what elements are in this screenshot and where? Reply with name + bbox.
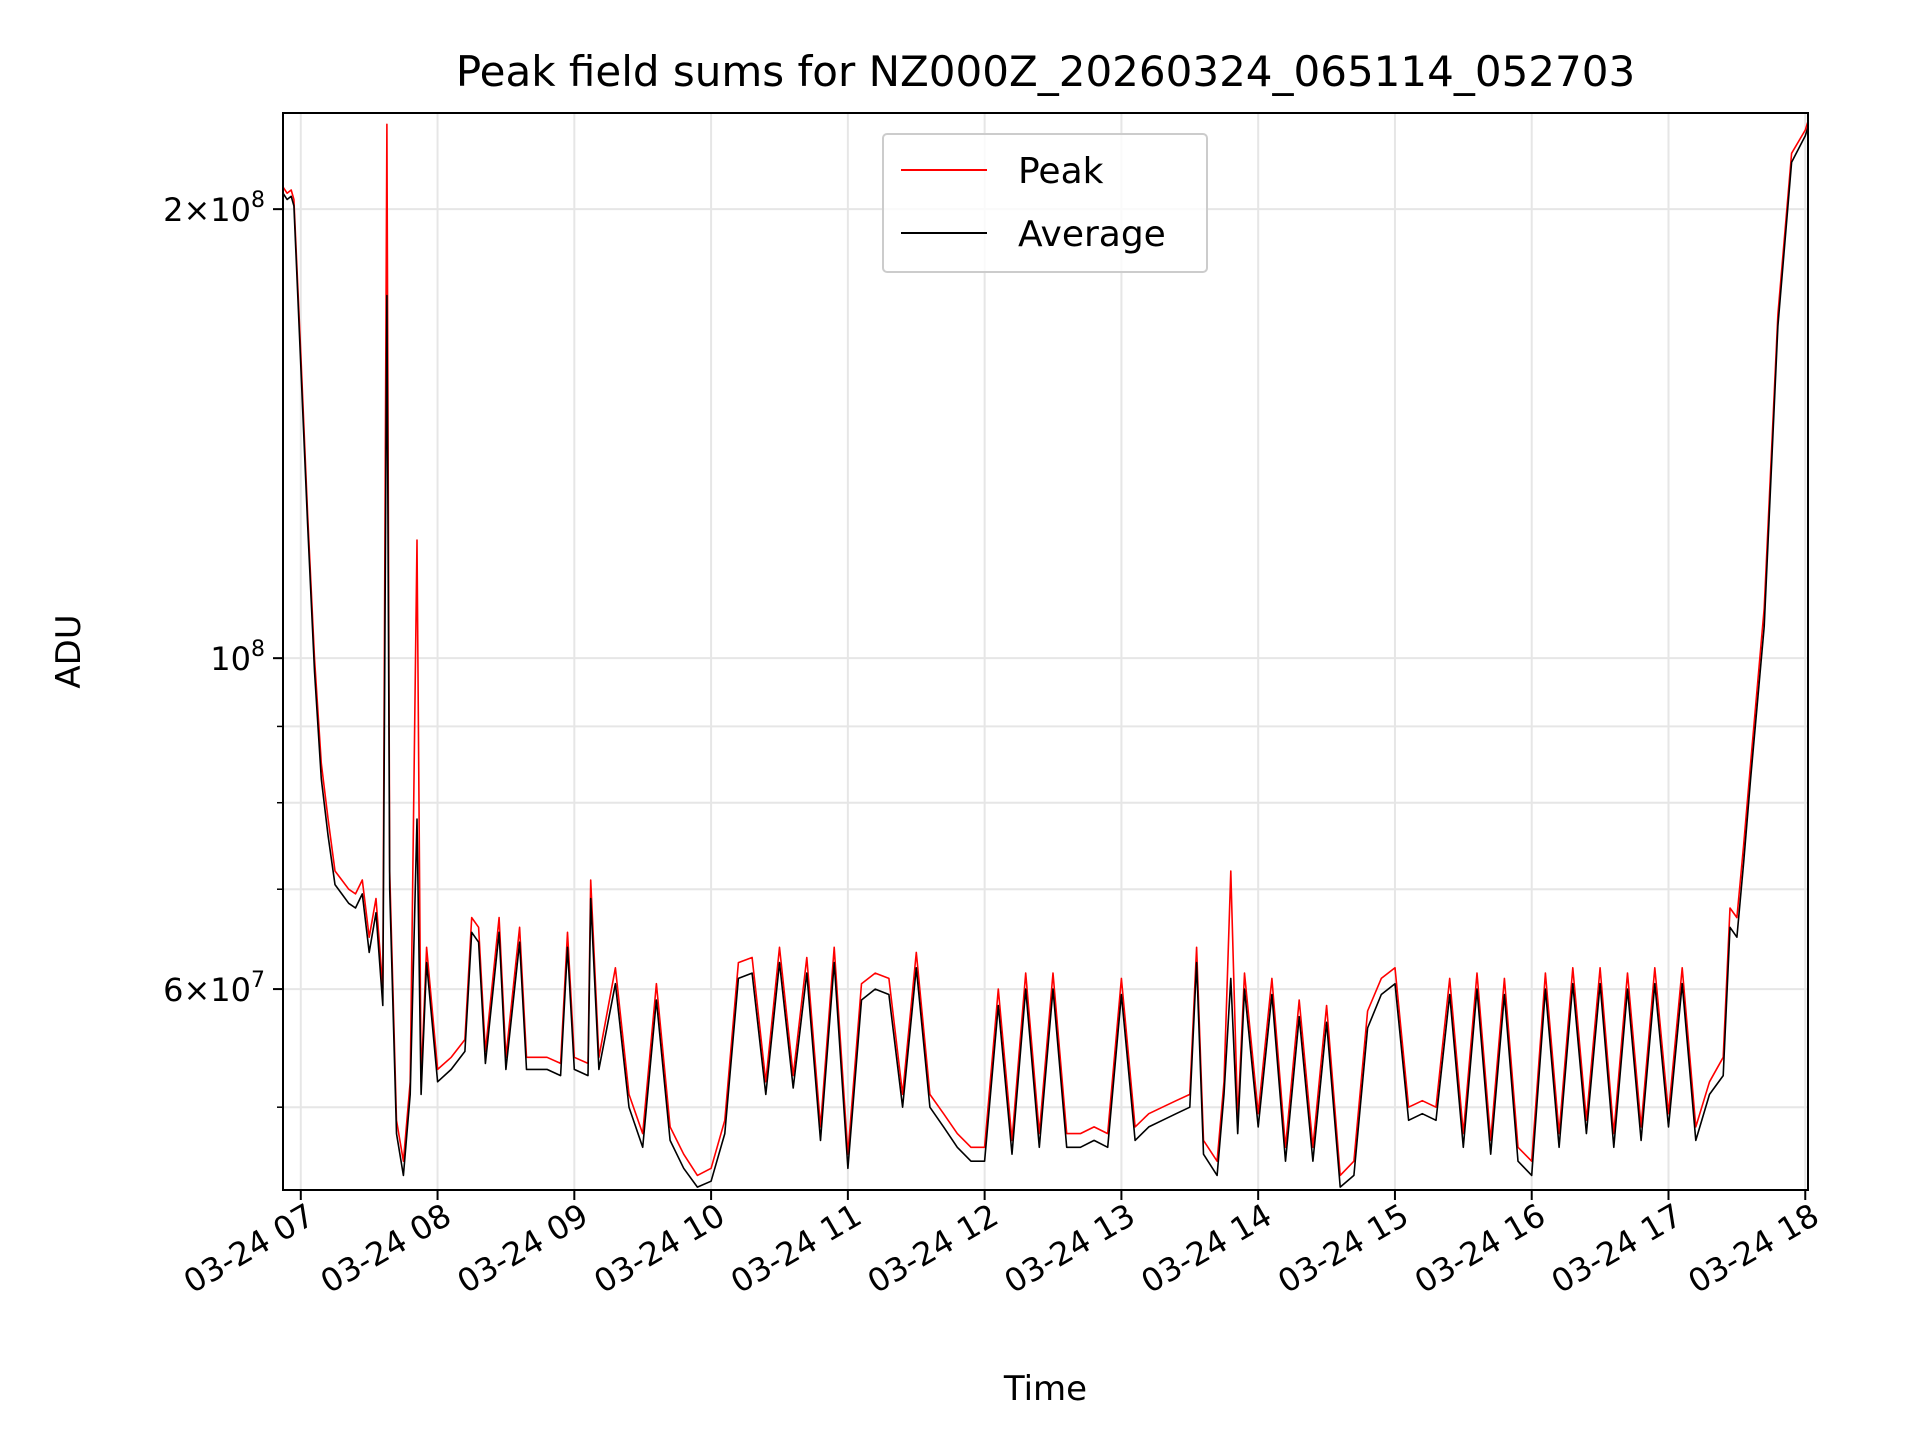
x-axis-label: Time xyxy=(1003,1369,1087,1409)
series-line-peak xyxy=(282,121,1809,1177)
grid-layer xyxy=(283,113,1808,1190)
series-layer xyxy=(282,121,1809,1188)
y-tick-label: 2×108 xyxy=(163,188,265,229)
legend-label-average: Average xyxy=(1018,214,1166,255)
y-axis-label: ADU xyxy=(49,614,89,688)
legend-label-peak: Peak xyxy=(1018,151,1104,192)
y-tick-label: 108 xyxy=(210,637,265,678)
chart-title: Peak field sums for NZ000Z_20260324_0651… xyxy=(456,47,1635,96)
legend: Peak Average xyxy=(882,133,1208,273)
y-tick-label: 6×107 xyxy=(163,968,265,1009)
plot-frame xyxy=(282,112,1809,1191)
series-line-average xyxy=(282,126,1809,1188)
legend-box xyxy=(882,133,1208,273)
